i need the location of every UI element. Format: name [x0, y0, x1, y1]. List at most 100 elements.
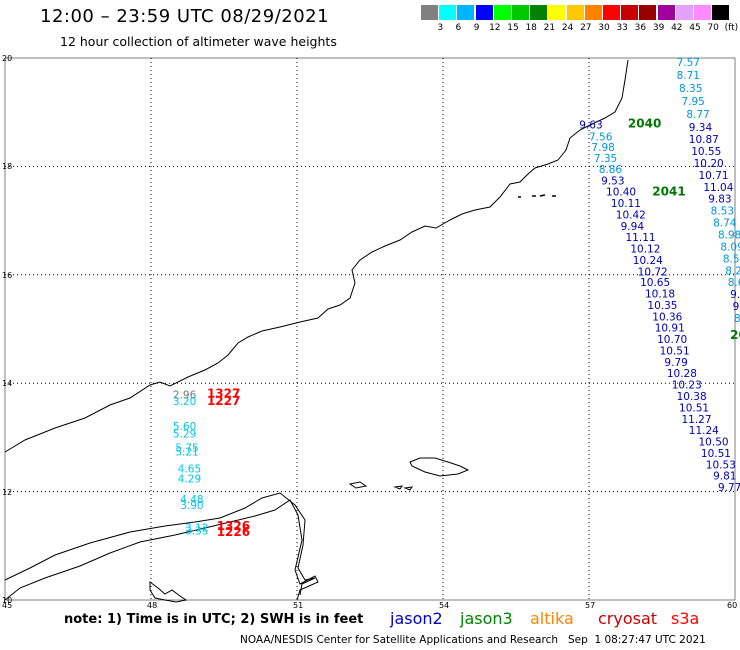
wave-height-observations: 7.578.718.357.958.779.349.63 20407.567.98…	[173, 57, 740, 539]
wave-height-label: 9.77	[718, 482, 740, 494]
wave-height-label: 9.53	[601, 175, 624, 187]
wave-height-label: 10.51	[660, 345, 690, 357]
wave-height-label: 10.55	[691, 146, 721, 158]
map-subtitle: 12 hour collection of altimeter wave hei…	[60, 34, 337, 49]
wave-height-label: 4.29	[178, 473, 201, 485]
wave-height-label: 10.23	[672, 380, 702, 392]
wave-height-label: 10.12	[630, 244, 660, 256]
wave-height-label: 11.11	[626, 232, 656, 244]
pass-time-label: 1227	[207, 394, 240, 408]
wave-height-label: 10.53	[706, 459, 736, 471]
scale-label: 12	[489, 23, 501, 33]
footer-credit: NOAA/NESDIS Center for Satellite Applica…	[240, 634, 706, 646]
wave-height-label: 10.91	[655, 323, 685, 335]
wave-height-label: 7.98	[591, 142, 614, 154]
latitude-label: 20	[2, 54, 13, 63]
wave-height-label: 10.71	[699, 170, 729, 182]
coastline-somalia	[4, 499, 319, 601]
wave-height-label: 10.36	[652, 311, 682, 323]
longitude-label: 48	[147, 601, 158, 610]
scale-swatch	[421, 5, 438, 20]
longitude-label: 51	[293, 601, 304, 610]
wave-height-label: 10.20	[694, 158, 724, 170]
scale-label: 9	[473, 23, 480, 33]
scale-label: 24	[561, 23, 574, 33]
wave-height-label: 9.63	[579, 119, 602, 131]
wave-height-label: 9.31	[733, 301, 740, 313]
scale-label: 30	[598, 23, 610, 33]
wave-height-label: 10.18	[645, 289, 675, 301]
latitude-label: 18	[2, 162, 13, 172]
coastline-arabian-peninsula	[4, 492, 316, 596]
scale-label: 27	[580, 23, 592, 33]
island-socotra	[409, 457, 470, 477]
scale-swatch	[457, 5, 475, 20]
legend-item-jason3: jason3	[460, 609, 513, 628]
wave-height-label: 9.34	[689, 122, 713, 134]
wave-height-label: 10.50	[699, 437, 729, 449]
scale-swatch	[566, 5, 584, 20]
map-title: 12:00 – 23:59 UTC 08/29/2021	[40, 6, 330, 27]
longitude-label: 45	[2, 601, 13, 610]
scale-swatch	[657, 5, 675, 20]
wave-height-label: 10.28	[667, 368, 697, 380]
wave-height-label: 8.77	[686, 109, 709, 121]
wave-height-label: 8.71	[734, 313, 740, 325]
pass-time-label: 1327	[207, 386, 240, 400]
scale-swatch	[548, 5, 566, 20]
island-masirah-fragment	[149, 581, 188, 603]
legend-item-s3a: s3a	[671, 609, 700, 628]
wave-height-label: 5.21	[175, 446, 198, 458]
latitude-label: 12	[2, 487, 13, 497]
scale-swatch	[512, 5, 529, 20]
wave-height-label: 9.79	[664, 357, 687, 369]
wave-height-label: 8.53	[711, 206, 734, 218]
wave-height-label: 8.27	[725, 265, 740, 277]
wave-height-label: 4.65	[178, 464, 201, 476]
island-abd-al-kuri	[348, 481, 368, 489]
wave-height-label: 11.04	[703, 182, 733, 194]
wave-height-label: 2.96	[173, 389, 197, 401]
wave-height-label: 9.04	[730, 289, 740, 301]
wave-height-label: 3.35	[185, 525, 208, 537]
pass-time-label: 2041	[652, 185, 685, 199]
legend-item-cryosat: cryosat	[598, 609, 658, 628]
wave-height-label: 10.42	[616, 209, 646, 221]
scale-swatch	[603, 5, 620, 20]
legend-item-altika: altika	[530, 609, 574, 628]
wave-height-label: 10.40	[606, 187, 636, 199]
wave-height-label: 10.24	[633, 255, 663, 267]
scale-label: 45	[689, 23, 701, 33]
wave-height-label: 8.74	[713, 218, 737, 230]
pass-time-label: 2040	[628, 116, 661, 130]
scale-swatch	[439, 5, 457, 20]
scale-label: 6	[455, 23, 462, 33]
wave-height-label: 5.29	[173, 428, 196, 440]
scale-swatch	[639, 5, 657, 20]
wave-height-label: 8.52	[723, 253, 740, 265]
wave-height-label: 10.51	[701, 448, 731, 460]
wave-height-label: 10.35	[647, 300, 677, 312]
latitude-label: 16	[2, 270, 13, 280]
wave-height-label: 8.98	[718, 229, 740, 241]
wave-height-label: 5.60	[173, 421, 196, 433]
wave-height-label: 8.35	[679, 83, 702, 95]
legend-item-jason2: jason2	[390, 609, 443, 628]
wave-height-label: 8.09	[720, 241, 740, 253]
coastline-yemen-oman	[4, 59, 629, 453]
wave-height-label: 5.75	[175, 442, 198, 454]
footer-note: note: 1) Time is in UTC; 2) SWH is in fe…	[64, 612, 364, 627]
wave-height-label: 8.63	[728, 277, 740, 289]
wave-height-label: 7.95	[681, 96, 704, 108]
scale-swatch	[493, 5, 511, 20]
scale-swatch	[694, 5, 711, 20]
wave-height-label: 7.56	[589, 131, 613, 143]
scale-label: 3	[437, 23, 444, 33]
scale-label: 33	[616, 23, 628, 33]
scale-label: (ft)	[724, 23, 739, 33]
wave-height-label: 3.90	[180, 500, 203, 512]
wave-height-label: 4.48	[180, 494, 203, 506]
pass-time-label: 2042	[730, 328, 740, 342]
wave-height-label: 10.87	[689, 134, 719, 146]
